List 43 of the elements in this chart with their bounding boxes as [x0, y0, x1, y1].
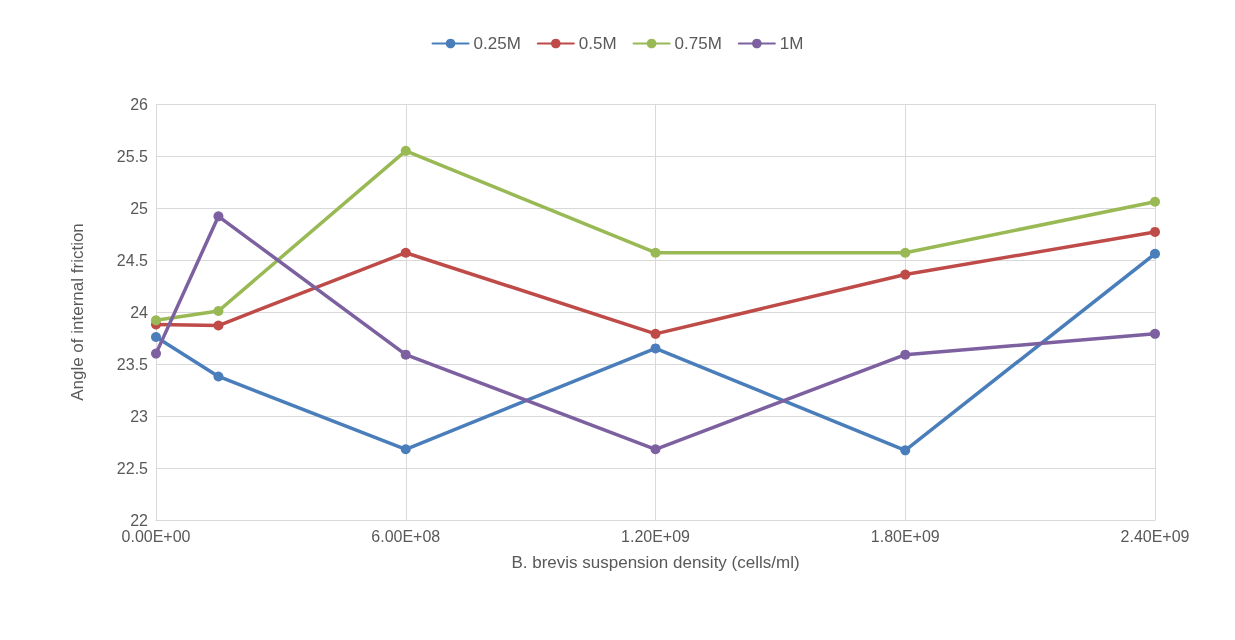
point: [900, 445, 911, 456]
point: [400, 247, 411, 258]
point: [650, 247, 661, 258]
y-tick-label: 24.5: [116, 251, 149, 269]
x-tick-label: 0.00E+00: [121, 527, 191, 545]
legend-label: 0.5M: [578, 34, 617, 53]
point: [213, 305, 224, 316]
x-tick-label: 1.80E+09: [870, 527, 940, 545]
y-axis-title: Angle of internal friction: [68, 223, 87, 401]
point: [1150, 196, 1160, 207]
y-tick-label: 23.5: [116, 355, 149, 373]
point: [650, 343, 661, 354]
point: [213, 371, 224, 382]
legend-label: 1M: [779, 34, 804, 53]
point: [213, 211, 224, 222]
point: [213, 320, 224, 331]
point: [151, 348, 161, 359]
point: [400, 444, 411, 455]
y-tick-label: 24: [130, 303, 149, 321]
point: [650, 444, 661, 455]
x-tick-label: 1.20E+09: [621, 527, 691, 545]
point: [400, 145, 411, 156]
point: [900, 247, 911, 258]
point: [151, 331, 161, 342]
y-tick-label: 25: [130, 199, 149, 217]
y-tick-label: 23: [130, 407, 149, 425]
point: [400, 349, 411, 360]
x-tick-label: 6.00E+08: [371, 527, 441, 545]
point: [1150, 248, 1160, 259]
legend-label: 0.25M: [473, 34, 521, 53]
y-tick-label: 22.5: [116, 459, 149, 477]
point: [650, 328, 661, 339]
legend-label: 0.75M: [674, 34, 722, 53]
x-tick-label: 2.40E+09: [1120, 527, 1190, 545]
point: [900, 269, 911, 280]
x-axis-title: B. brevis suspension density (cells/ml): [511, 553, 800, 572]
y-tick-label: 25.5: [116, 147, 149, 165]
point: [151, 315, 161, 326]
y-tick-label: 22: [130, 511, 149, 529]
point: [1150, 226, 1160, 237]
y-tick-label: 26: [130, 95, 149, 113]
point: [1150, 328, 1160, 339]
point: [900, 349, 911, 360]
